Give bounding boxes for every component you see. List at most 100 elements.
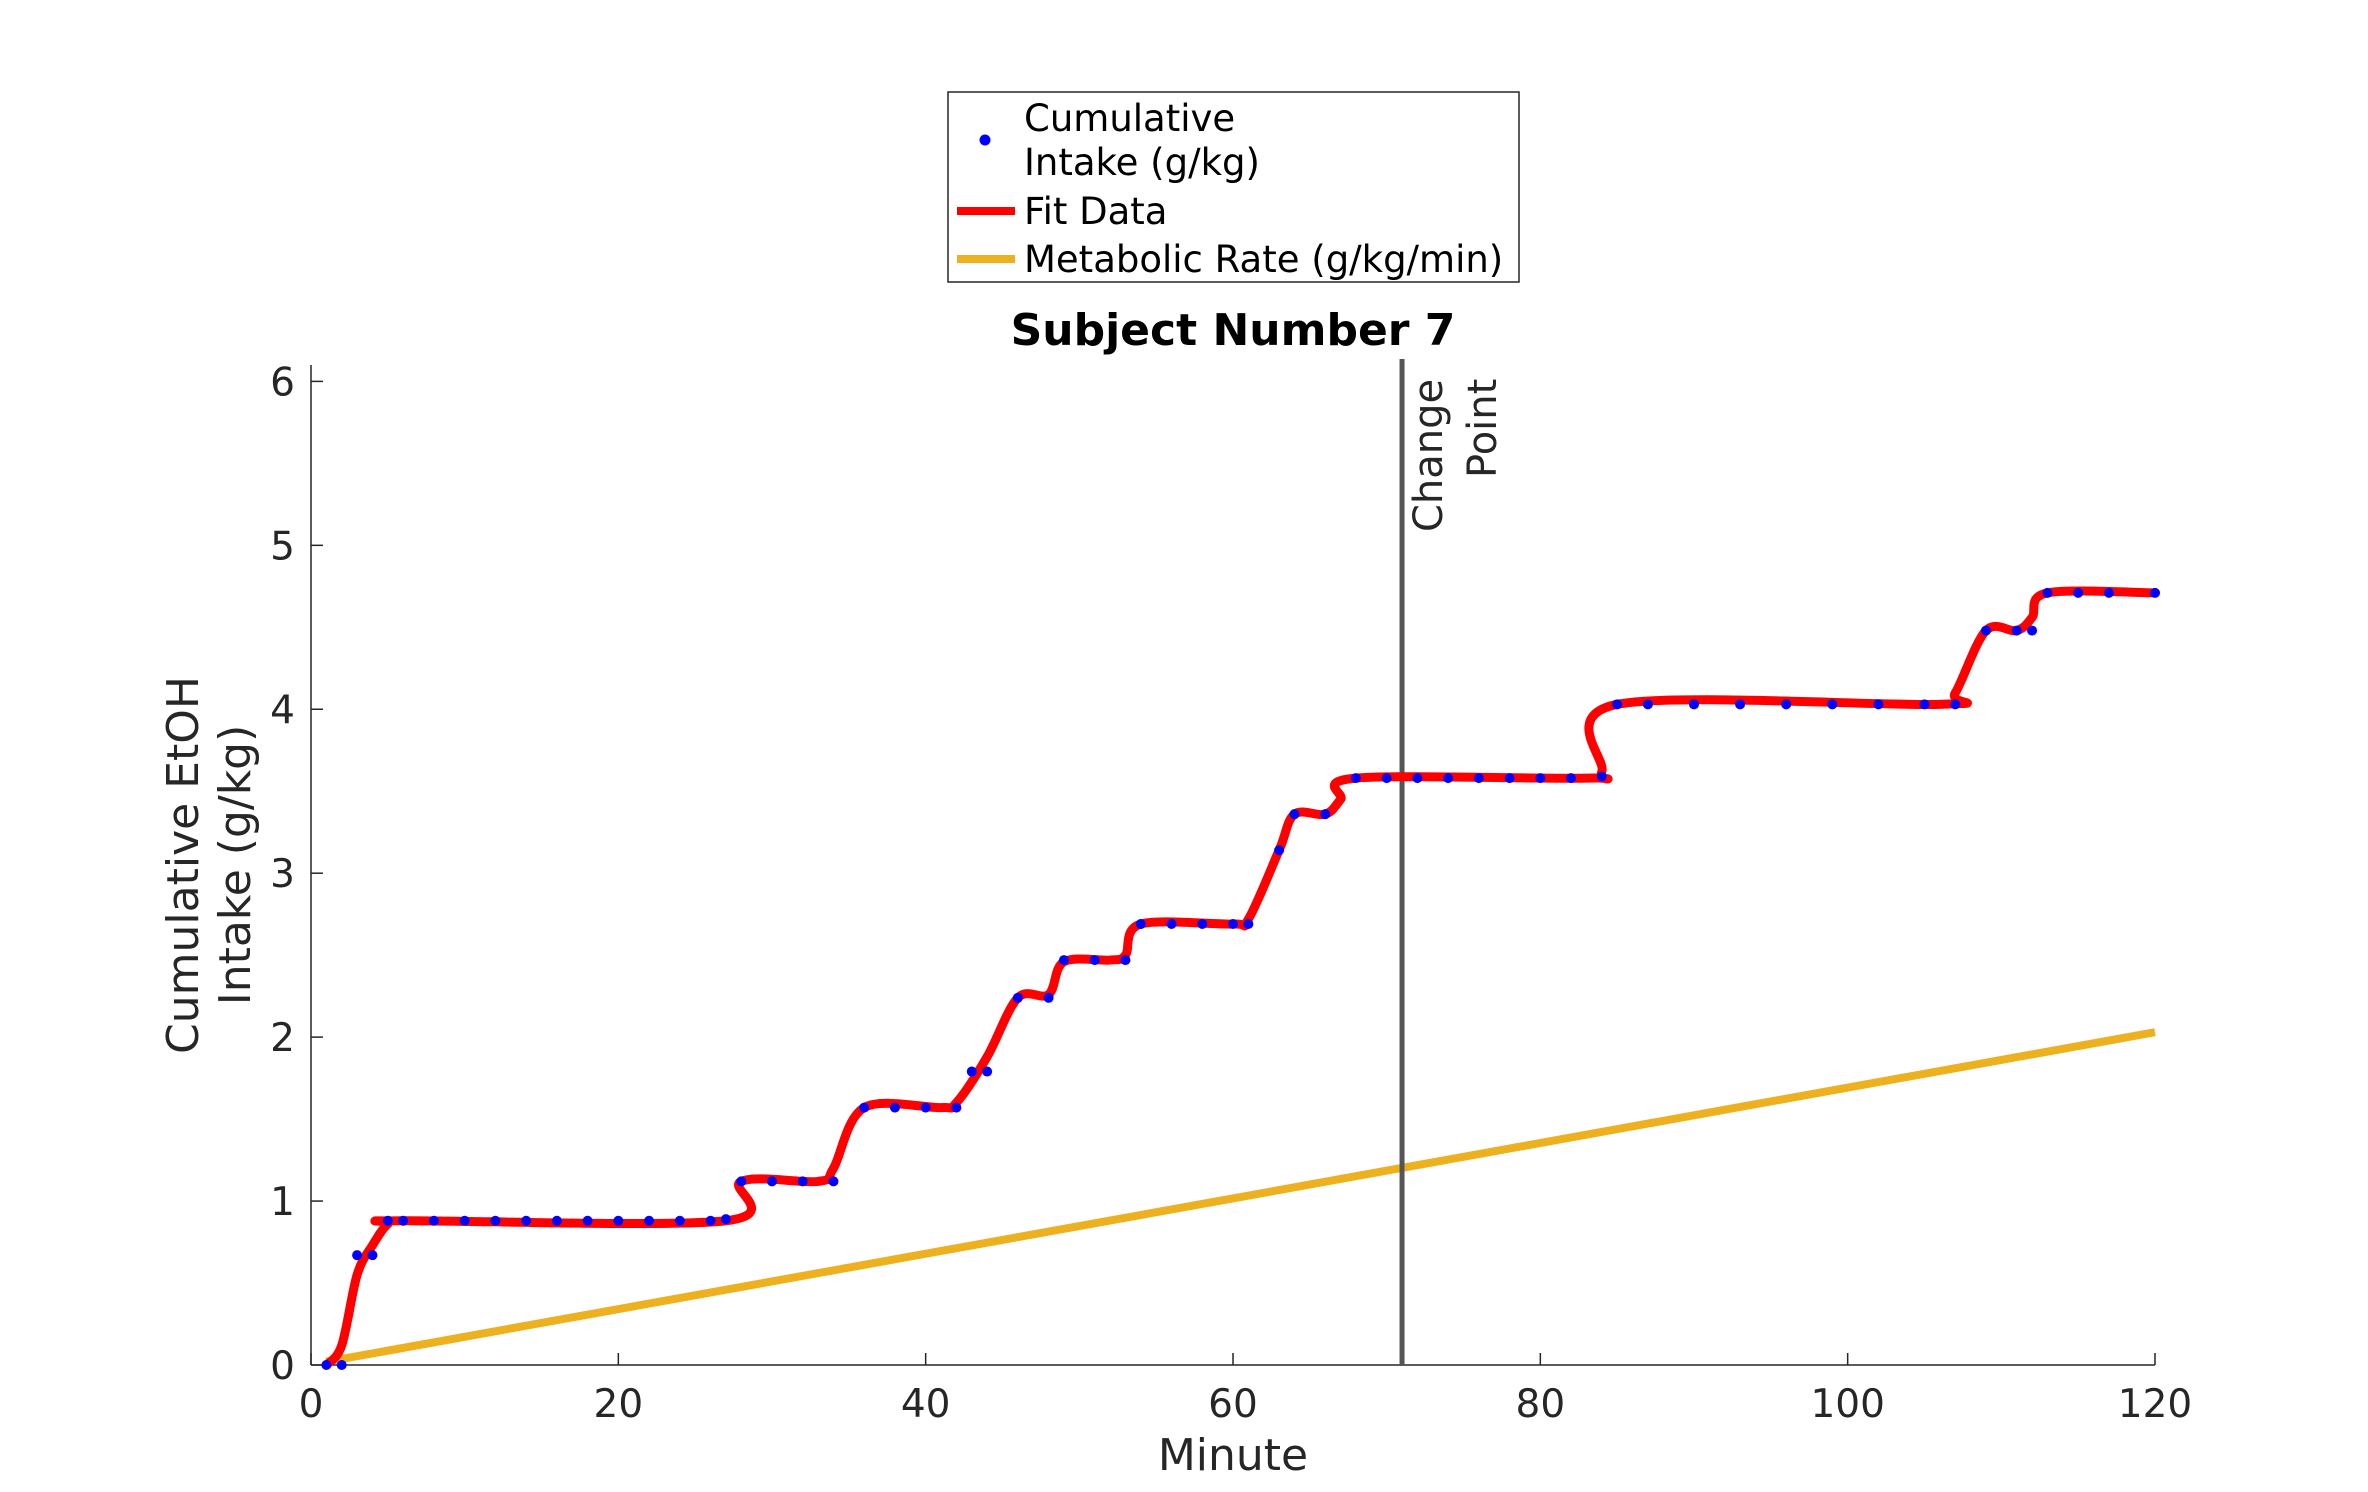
y-tick-label: 0 [270,1344,295,1389]
cumulative-intake-point [736,1176,747,1187]
cumulative-intake-point [1274,845,1285,856]
cumulative-intake-point [1228,919,1238,930]
cumulative-intake-point [828,1176,839,1187]
cumulative-intake-point [1612,699,1623,710]
cumulative-intake-point [428,1215,439,1226]
cumulative-intake-point [1350,773,1361,784]
y-tick-label: 3 [270,852,295,897]
cumulative-intake-point [1289,809,1300,820]
y-tick-label: 1 [270,1180,295,1225]
cumulative-intake-point [1320,809,1331,820]
change-point-label-line1: Change [1406,379,1452,532]
cumulative-intake-point [1535,773,1546,784]
cumulative-intake-point [1642,699,1653,710]
x-tick-label: 120 [2118,1382,2192,1427]
cumulative-intake-point [1504,773,1515,784]
cumulative-intake-point [889,1102,900,1113]
cumulative-intake-point [1873,699,1884,710]
x-tick-label: 20 [594,1382,644,1427]
legend-box [947,91,1520,283]
cumulative-intake-point [951,1102,962,1113]
cumulative-intake-point [1566,773,1577,784]
chart-title: Subject Number 7 [1011,305,1456,356]
cumulative-intake-point [1689,699,1699,710]
cumulative-intake-point [1197,919,1208,930]
cumulative-intake-point [2011,625,2022,636]
cumulative-intake-point [982,1066,993,1077]
cumulative-intake-point [920,1102,931,1113]
cumulative-intake-point [1120,955,1131,966]
cumulative-intake-series [321,587,2160,1370]
x-tick-label: 80 [1516,1382,1566,1427]
cumulative-intake-point [2042,587,2053,598]
cumulative-intake-point [1473,773,1484,784]
y-axis-label-line1: Cumulative EtOH [158,676,209,1054]
x-tick-label: 60 [1208,1382,1258,1427]
legend-marker-cumulative-intake [979,134,991,146]
cumulative-intake-point [613,1215,624,1226]
cumulative-intake-point [767,1176,777,1187]
x-tick-label: 100 [1810,1382,1884,1427]
y-ticks: 0 1 2 3 4 5 6 [270,360,323,1389]
x-axis-label: Minute [1158,1430,1308,1481]
cumulative-intake-point [705,1215,716,1226]
cumulative-intake-point [521,1215,532,1226]
cumulative-intake-point [720,1214,731,1225]
y-tick-label: 2 [270,1016,295,1061]
cumulative-intake-point [1043,992,1054,1003]
x-tick-label: 0 [299,1382,324,1427]
cumulative-intake-point [1012,992,1023,1003]
cumulative-intake-point [1781,699,1792,710]
cumulative-intake-point [2103,587,2114,598]
cumulative-intake-point [382,1215,393,1226]
cumulative-intake-point [367,1250,378,1261]
legend-label-metabolic-rate: Metabolic Rate (g/kg/min) [1024,238,1503,281]
axes: 0 20 40 60 80 100 120 0 1 2 3 4 5 6 [270,360,2192,1427]
cumulative-intake-point [1596,771,1607,782]
cumulative-intake-point [490,1215,501,1226]
cumulative-intake-point [644,1215,655,1226]
legend-label-cumulative-intake-line2: Intake (g/kg) [1024,141,1260,184]
cumulative-intake-point [1443,773,1454,784]
cumulative-intake-point [966,1066,977,1077]
cumulative-intake-point [459,1215,470,1226]
cumulative-intake-point [2027,625,2038,636]
cumulative-intake-point [582,1215,593,1226]
cumulative-intake-point [1381,773,1392,784]
y-axis-label-line2: Intake (g/kg) [210,725,261,1006]
cumulative-intake-point [1919,699,1930,710]
cumulative-intake-point [551,1215,562,1226]
cumulative-intake-point [1166,919,1177,930]
legend-label-fit-data: Fit Data [1024,190,1167,233]
change-point-label-line2: Point [1460,379,1506,478]
y-tick-label: 5 [270,524,295,569]
legend: Cumulative Intake (g/kg) Fit Data Metabo… [947,91,1520,283]
cumulative-intake-point [859,1102,870,1113]
change-point-annotation: Change Point [1399,359,1506,1365]
cumulative-intake-point [1827,699,1838,710]
cumulative-intake-point [2073,587,2084,598]
cumulative-intake-point [1735,699,1746,710]
cumulative-intake-point [398,1215,409,1226]
cumulative-intake-point [1243,919,1254,930]
legend-label-cumulative-intake-line1: Cumulative [1024,97,1235,140]
cumulative-intake-point [1412,773,1423,784]
cumulative-intake-point [2150,587,2160,598]
y-tick-label: 4 [270,688,295,733]
y-tick-label: 6 [270,360,295,405]
cumulative-intake-point [352,1250,363,1261]
cumulative-intake-point [1089,955,1100,966]
cumulative-intake-point [1950,699,1961,710]
cumulative-intake-point [1135,919,1146,930]
cumulative-intake-point [336,1360,347,1370]
cumulative-intake-point [674,1215,685,1226]
x-ticks: 0 20 40 60 80 100 120 [299,1353,2192,1427]
cumulative-intake-point [1058,955,1069,966]
cumulative-intake-point [797,1176,808,1187]
metabolic-rate-line [325,1028,2156,1366]
metabolic-rate-series [325,1028,2156,1366]
cumulative-intake-point [1980,625,1991,636]
x-tick-label: 40 [901,1382,951,1427]
cumulative-intake-point [321,1360,332,1370]
